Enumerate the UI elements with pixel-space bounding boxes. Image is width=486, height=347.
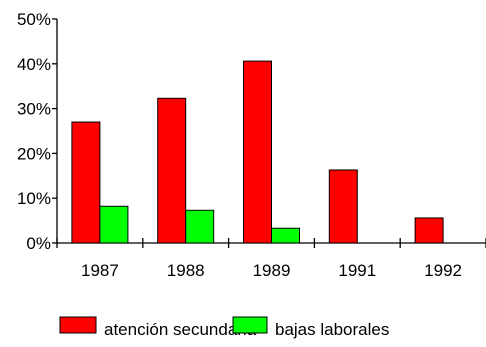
x-tick-label: 1988: [167, 261, 205, 280]
bar-atencion-secundaria-1989: [243, 60, 272, 244]
legend-label-atencion-secundaria: atención secundaria: [104, 320, 257, 339]
bar-atencion-secundaria-1987: [71, 121, 101, 244]
legend: atención secundaria bajas laborales: [59, 316, 389, 339]
bar-bajas-laborales-1988: [185, 209, 215, 244]
x-tick-label: 1987: [81, 261, 119, 280]
y-tick-label: 10%: [17, 189, 51, 208]
y-tick-label: 40%: [17, 55, 51, 74]
x-tick-label: 1989: [253, 261, 291, 280]
bar-bajas-laborales-1989: [271, 227, 300, 244]
legend-swatch-atencion-secundaria: [59, 316, 97, 334]
y-tick-label: 0%: [26, 234, 51, 253]
y-tick-label: 20%: [17, 144, 51, 163]
bars: [71, 60, 444, 244]
y-tick-label: 30%: [17, 100, 51, 119]
y-axis: 0% 10% 20% 30% 40% 50%: [17, 10, 58, 253]
bar-atencion-secundaria-1988: [157, 97, 187, 244]
legend-swatch-bajas-laborales: [232, 316, 268, 334]
legend-label-bajas-laborales: bajas laborales: [275, 320, 389, 339]
x-tick-label: 1992: [424, 261, 462, 280]
bar-atencion-secundaria-1992: [414, 217, 444, 244]
y-tick-label: 50%: [17, 10, 51, 29]
bar-atencion-secundaria-1991: [328, 169, 358, 244]
bar-bajas-laborales-1987: [99, 205, 129, 244]
x-tick-label: 1991: [338, 261, 376, 280]
x-axis: 1987 1988 1989 1991 1992: [56, 238, 486, 280]
